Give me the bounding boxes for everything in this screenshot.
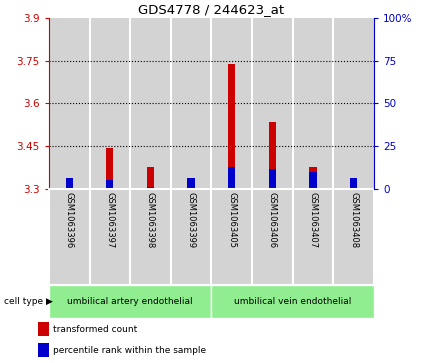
Bar <box>228 64 235 189</box>
Bar <box>38 343 49 357</box>
Title: GDS4778 / 244623_at: GDS4778 / 244623_at <box>139 3 284 16</box>
Bar <box>187 187 195 189</box>
Bar <box>49 189 90 285</box>
Text: cell type ▶: cell type ▶ <box>4 297 53 306</box>
Bar <box>252 18 293 189</box>
Bar <box>269 169 276 189</box>
Bar <box>49 18 90 189</box>
Text: umbilical vein endothelial: umbilical vein endothelial <box>234 297 351 306</box>
Bar <box>65 178 73 189</box>
Bar <box>211 18 252 189</box>
Bar <box>187 178 195 189</box>
Bar <box>211 285 374 318</box>
Bar <box>147 167 154 189</box>
Text: GSM1063397: GSM1063397 <box>105 192 114 248</box>
Bar <box>38 322 49 337</box>
Bar <box>106 180 113 189</box>
Bar <box>171 18 211 189</box>
Bar <box>49 285 211 318</box>
Bar <box>228 167 235 189</box>
Bar <box>90 189 130 285</box>
Bar <box>309 172 317 189</box>
Bar <box>171 189 211 285</box>
Bar <box>309 167 317 189</box>
Text: umbilical artery endothelial: umbilical artery endothelial <box>67 297 193 306</box>
Bar <box>252 189 293 285</box>
Bar <box>293 189 333 285</box>
Text: GSM1063407: GSM1063407 <box>309 192 317 248</box>
Text: GSM1063398: GSM1063398 <box>146 192 155 248</box>
Bar <box>106 147 113 189</box>
Bar <box>130 189 171 285</box>
Bar <box>293 18 333 189</box>
Bar <box>65 183 73 189</box>
Bar <box>211 189 252 285</box>
Text: GSM1063396: GSM1063396 <box>65 192 74 248</box>
Bar <box>130 18 171 189</box>
Text: GSM1063399: GSM1063399 <box>187 192 196 248</box>
Text: transformed count: transformed count <box>53 325 137 334</box>
Bar <box>350 178 357 189</box>
Bar <box>333 18 374 189</box>
Bar <box>350 184 357 189</box>
Bar <box>333 189 374 285</box>
Text: percentile rank within the sample: percentile rank within the sample <box>53 346 206 355</box>
Text: GSM1063405: GSM1063405 <box>227 192 236 248</box>
Text: GSM1063408: GSM1063408 <box>349 192 358 248</box>
Bar <box>269 122 276 189</box>
Bar <box>147 187 154 189</box>
Text: GSM1063406: GSM1063406 <box>268 192 277 248</box>
Bar <box>90 18 130 189</box>
